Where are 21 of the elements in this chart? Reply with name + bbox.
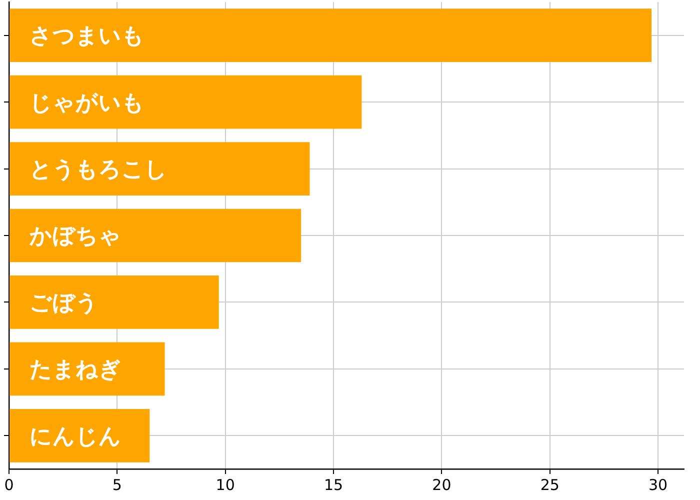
- x-tick-label: 0: [4, 476, 14, 494]
- bar: [10, 276, 219, 329]
- y-tick-label: かぼちゃ: [28, 224, 122, 250]
- bar: [10, 408, 150, 462]
- x-tick-label: 30: [648, 476, 668, 494]
- bar: [10, 75, 362, 129]
- bar: [10, 8, 652, 62]
- bar: [10, 142, 310, 196]
- x-tick-label: 15: [324, 476, 344, 494]
- y-tick-label: たまねぎ: [30, 358, 122, 383]
- x-tick-label: 10: [216, 476, 235, 494]
- bar: [10, 342, 165, 396]
- y-tick-label: にんじん: [30, 424, 122, 450]
- y-tick-label: じゃがいも: [30, 90, 144, 116]
- y-tick-label: ごぼう: [30, 290, 98, 316]
- x-tick-label: 20: [432, 476, 452, 494]
- bar: [10, 208, 302, 262]
- y-tick-label: とうもろこし: [30, 158, 168, 183]
- y-tick-label: さつまいも: [30, 24, 144, 50]
- x-tick-label: 25: [540, 476, 560, 494]
- x-tick-label: 5: [112, 476, 122, 494]
